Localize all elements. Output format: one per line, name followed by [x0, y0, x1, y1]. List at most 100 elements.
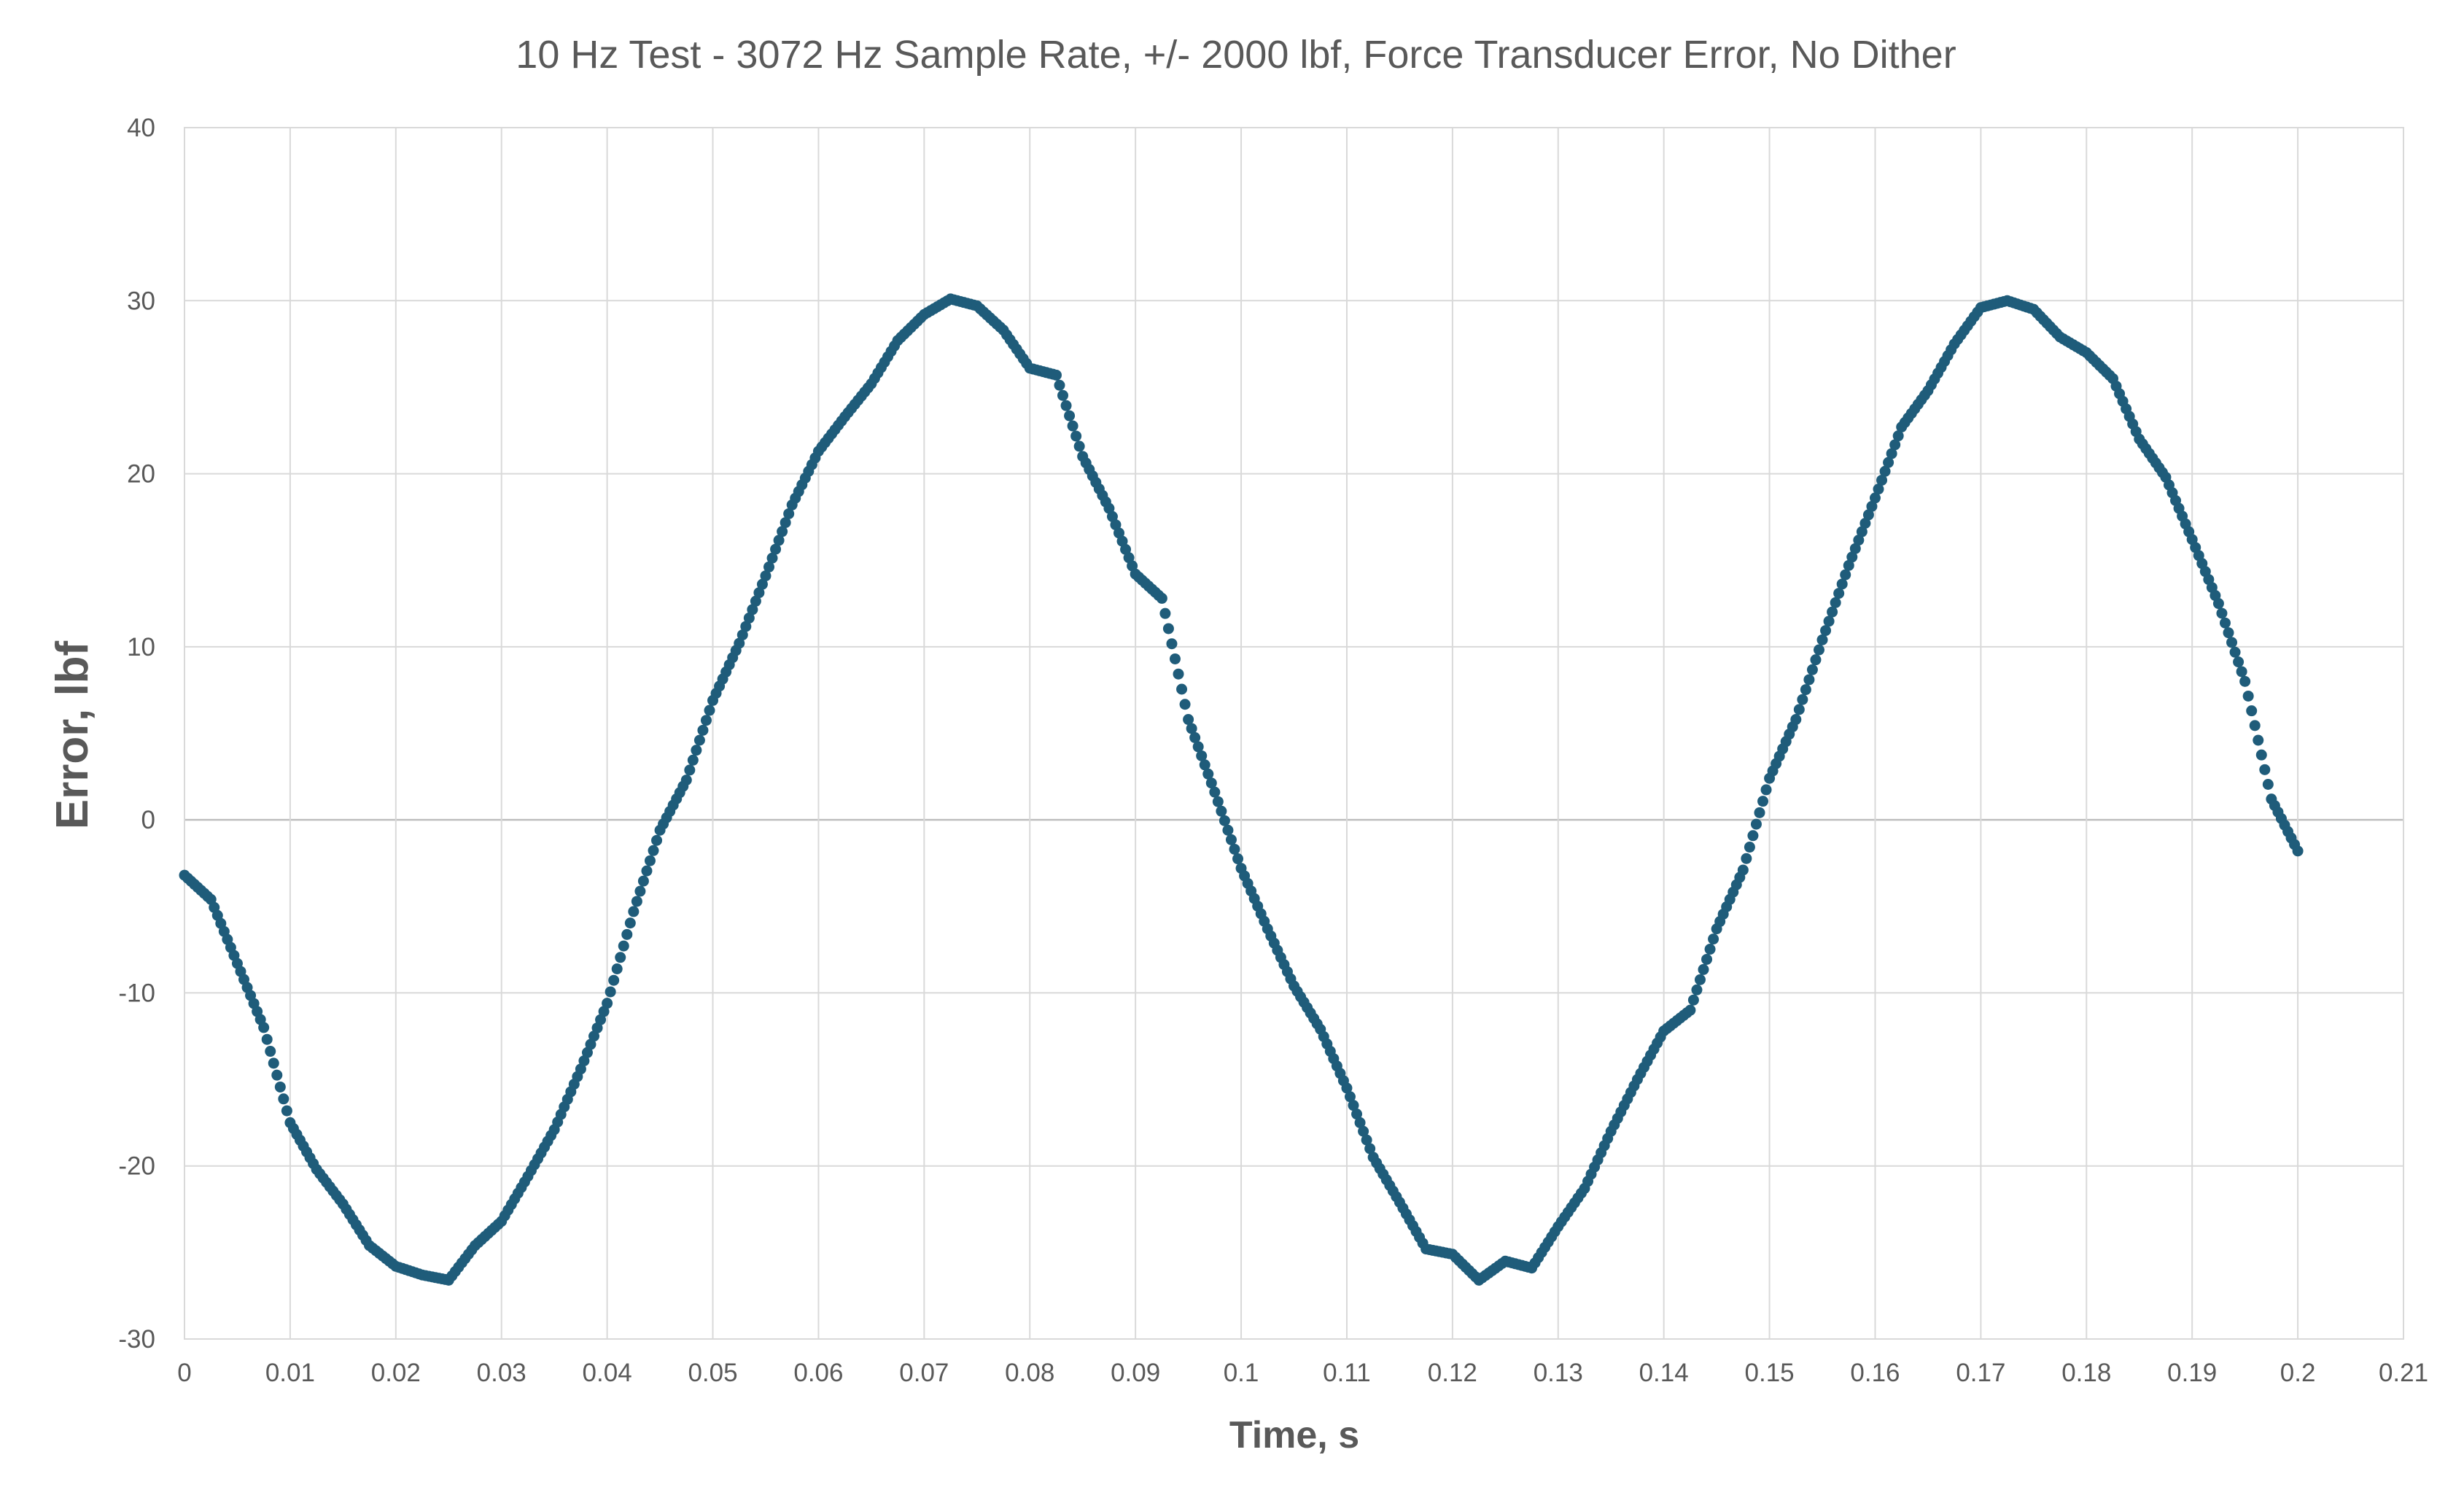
data-point: [1836, 578, 1848, 590]
data-point: [1189, 731, 1201, 743]
data-point: [1159, 608, 1171, 619]
data-point: [1757, 796, 1769, 807]
data-point: [1183, 714, 1194, 726]
data-point: [1856, 526, 1868, 537]
data-point: [1209, 786, 1221, 798]
data-point: [697, 724, 709, 736]
data-point: [1054, 379, 1065, 391]
x-tick-label: 0.15: [1745, 1359, 1795, 1387]
data-point: [585, 1039, 596, 1050]
data-point: [2259, 764, 2271, 775]
data-point: [1698, 963, 1709, 975]
x-tick-label: 0.07: [899, 1359, 949, 1387]
x-axis-title: Time, s: [1229, 1414, 1359, 1456]
data-point: [651, 834, 663, 846]
data-point: [2233, 656, 2245, 668]
x-tick-label: 0.05: [688, 1359, 737, 1387]
data-point: [1212, 796, 1224, 807]
data-point: [1813, 644, 1824, 656]
data-point: [1127, 560, 1138, 572]
data-point: [1196, 750, 1208, 761]
data-point: [644, 855, 656, 866]
data-point: [1344, 1091, 1356, 1103]
y-tick-label: 10: [127, 633, 155, 661]
data-point: [578, 1055, 590, 1067]
data-point: [1849, 543, 1861, 554]
data-point: [1162, 623, 1174, 634]
y-tick-label: -30: [118, 1325, 155, 1354]
y-axis-title: Error, lbf: [47, 640, 98, 829]
data-point: [1067, 420, 1079, 432]
data-point: [274, 1081, 286, 1092]
data-point: [1704, 944, 1716, 955]
y-tick-labels: 40 30 20 10 0 -10 -20 -30: [118, 114, 155, 1354]
x-tick-label: 0.11: [1323, 1359, 1371, 1387]
data-point: [1192, 741, 1204, 753]
data-point: [1889, 439, 1901, 451]
data-point: [2216, 608, 2228, 619]
data-point: [2223, 627, 2234, 639]
data-point: [1057, 389, 1069, 401]
data-point: [618, 940, 629, 952]
data-point: [1892, 430, 1904, 442]
data-point: [1862, 509, 1874, 521]
data-point: [1687, 994, 1699, 1006]
data-point: [2219, 617, 2231, 629]
data-point: [1750, 818, 1762, 830]
data-point: [1114, 527, 1125, 539]
data-point: [271, 1069, 283, 1081]
data-point: [1341, 1082, 1353, 1094]
data-point: [1050, 369, 1062, 381]
data-point: [1873, 484, 1884, 495]
data-point: [1708, 934, 1719, 945]
data-point: [1225, 834, 1237, 845]
data-point: [268, 1057, 279, 1069]
data-point: [1790, 714, 1802, 726]
x-tick-label: 0.17: [1956, 1359, 2005, 1387]
data-point: [1741, 853, 1752, 864]
data-point: [753, 587, 765, 599]
x-tick-label: 0.12: [1428, 1359, 1477, 1387]
data-point: [783, 508, 795, 519]
data-point: [777, 526, 788, 537]
x-tick-label: 0.01: [265, 1359, 315, 1387]
data-point: [2229, 646, 2241, 658]
data-point: [588, 1030, 600, 1042]
data-point: [1176, 683, 1188, 695]
y-tick-label: 40: [127, 114, 155, 142]
x-tick-label: 0.03: [477, 1359, 526, 1387]
data-point: [1830, 597, 1841, 608]
data-point: [1179, 699, 1191, 710]
data-point: [615, 952, 626, 963]
data-point: [1823, 616, 1835, 627]
x-tick-label: 0.16: [1850, 1359, 1900, 1387]
data-point: [763, 561, 775, 572]
data-point: [261, 1033, 273, 1045]
data-point: [2255, 749, 2267, 761]
data-point: [1803, 674, 1815, 686]
data-point: [756, 578, 768, 590]
data-point: [1737, 864, 1749, 876]
data-point: [760, 570, 772, 582]
data-point: [637, 875, 649, 887]
chart-title: 10 Hz Test - 3072 Hz Sample Rate, +/- 20…: [516, 33, 1956, 77]
data-point: [1070, 430, 1082, 442]
data-point: [780, 517, 791, 529]
x-tick-label: 0.18: [2061, 1359, 2111, 1387]
data-point: [595, 1014, 607, 1025]
data-point: [2236, 666, 2247, 678]
data-point: [750, 595, 761, 607]
x-tick-label: 0.06: [793, 1359, 843, 1387]
data-point: [734, 637, 745, 649]
data-point: [1806, 664, 1818, 675]
data-point: [1840, 569, 1851, 581]
data-point: [265, 1046, 276, 1057]
y-tick-label: 30: [127, 287, 155, 315]
data-point: [1684, 1004, 1696, 1016]
data-point: [1123, 552, 1135, 564]
data-point: [1351, 1109, 1363, 1120]
data-point: [1793, 704, 1805, 715]
data-point: [1744, 842, 1755, 853]
data-point: [2262, 778, 2274, 790]
